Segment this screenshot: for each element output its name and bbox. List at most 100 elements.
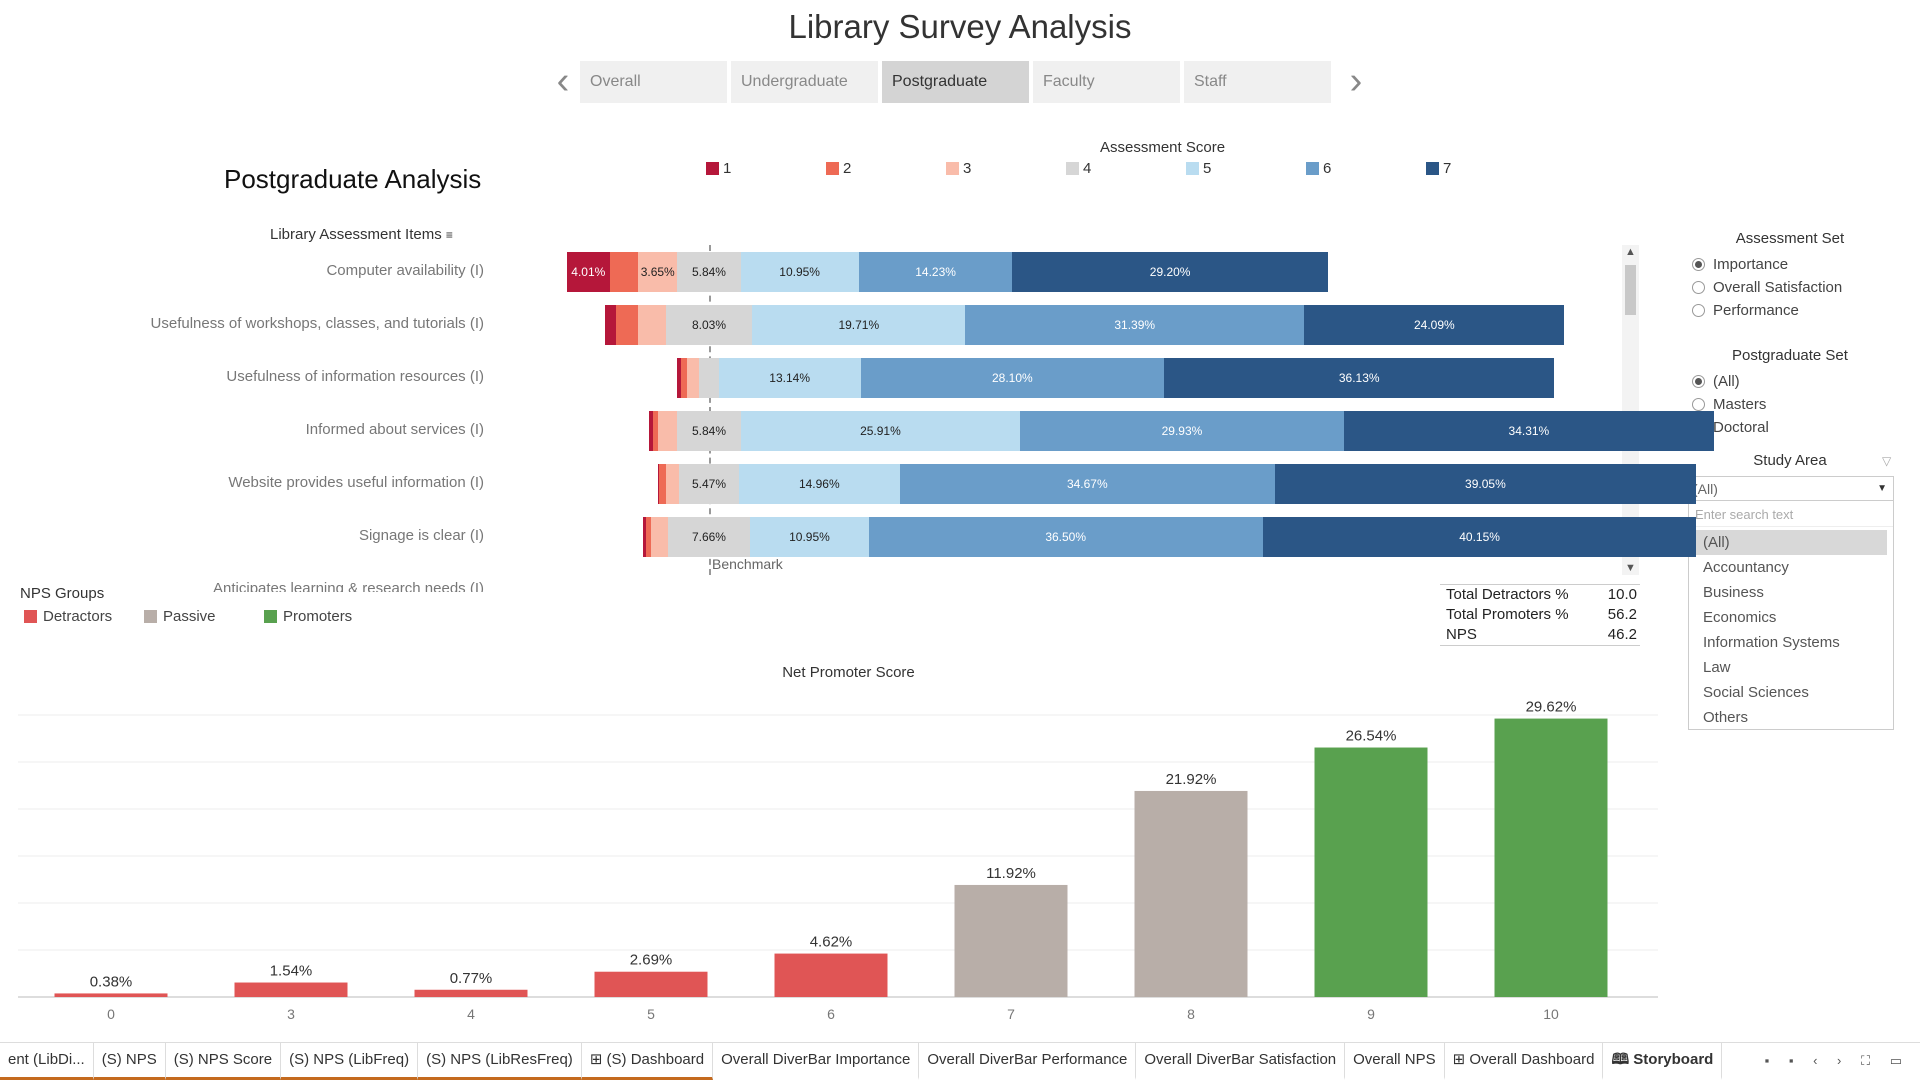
sheet-tab[interactable]: Overall DiverBar Importance: [713, 1043, 920, 1080]
study-area-option[interactable]: Accountancy: [1703, 559, 1789, 576]
bar-segment-score-3[interactable]: [637, 305, 666, 345]
bar-segment-score-2[interactable]: [615, 305, 638, 345]
tab-undergraduate[interactable]: Undergraduate: [731, 61, 878, 103]
bar-segment-score-4[interactable]: 7.66%: [667, 517, 751, 557]
bar-segment-score-4[interactable]: 5.47%: [679, 464, 739, 504]
bar-segment-score-6[interactable]: 29.93%: [1020, 411, 1344, 451]
bar-segment-score-6[interactable]: 34.67%: [900, 464, 1275, 504]
tab-postgraduate[interactable]: Postgraduate: [882, 61, 1029, 103]
bar-segment-score-5[interactable]: 10.95%: [740, 252, 859, 292]
bar-segment-score-1[interactable]: [649, 411, 653, 451]
tab-faculty[interactable]: Faculty: [1033, 61, 1180, 103]
bar-segment-score-1[interactable]: [657, 464, 659, 504]
study-area-option[interactable]: Information Systems: [1703, 634, 1840, 651]
nps-bar[interactable]: [1134, 790, 1248, 997]
sheet-tab[interactable]: 🕮 Storyboard: [1603, 1043, 1723, 1080]
totals-value: 46.2: [1607, 626, 1637, 643]
nps-bar[interactable]: [594, 971, 708, 997]
chevron-right-icon[interactable]: ›: [1349, 60, 1363, 102]
bar-segment-score-1[interactable]: [676, 358, 681, 398]
scroll-up-icon[interactable]: ▲: [1625, 246, 1636, 258]
bar-segment-score-1[interactable]: 4.01%: [566, 252, 610, 292]
nps-bar[interactable]: [954, 884, 1068, 997]
scroll-down-icon[interactable]: ▼: [1625, 562, 1636, 574]
scrollbar-thumb[interactable]: [1625, 265, 1636, 315]
bar-segment-score-7[interactable]: 40.15%: [1262, 517, 1697, 557]
sheet-tab[interactable]: ⊞ (S) Dashboard: [581, 1043, 714, 1080]
nps-bar[interactable]: [1314, 747, 1428, 997]
bar-segment-score-5[interactable]: 13.14%: [718, 358, 861, 398]
radio-button[interactable]: [1692, 258, 1705, 271]
tab-staff[interactable]: Staff: [1184, 61, 1331, 103]
bar-segment-score-3[interactable]: [658, 411, 678, 451]
chevron-left-icon[interactable]: ‹: [556, 60, 570, 102]
sheet-tab[interactable]: Overall NPS: [1345, 1043, 1445, 1080]
study-area-select[interactable]: (All) ▼: [1689, 477, 1893, 501]
bar-segment-score-1[interactable]: [642, 517, 647, 557]
bar-segment-score-2[interactable]: [658, 464, 667, 504]
bar-segment-score-7[interactable]: 39.05%: [1274, 464, 1697, 504]
bar-segment-score-7[interactable]: 24.09%: [1304, 305, 1565, 345]
radio-option[interactable]: Masters: [1692, 396, 1766, 413]
radio-button[interactable]: [1692, 304, 1705, 317]
study-area-option[interactable]: Business: [1703, 584, 1764, 601]
sheet-tab[interactable]: ent (LibDi...: [0, 1043, 94, 1080]
bar-segment-score-1[interactable]: [605, 305, 616, 345]
bar-segment-score-4[interactable]: 8.03%: [665, 305, 753, 345]
study-area-option[interactable]: Economics: [1703, 609, 1777, 626]
sheet-tab[interactable]: Overall DiverBar Satisfaction: [1136, 1043, 1346, 1080]
bar-segment-score-3[interactable]: [651, 517, 668, 557]
radio-button[interactable]: [1692, 375, 1705, 388]
bar-segment-score-4[interactable]: 5.84%: [677, 411, 741, 451]
nps-bar[interactable]: [54, 993, 168, 997]
radio-option[interactable]: Overall Satisfaction: [1692, 279, 1842, 296]
bar-segment-score-7[interactable]: 29.20%: [1012, 252, 1328, 292]
nps-bar[interactable]: [414, 989, 528, 997]
bar-segment-score-2[interactable]: [609, 252, 639, 292]
sheet-tab[interactable]: (S) NPS (LibResFreq): [418, 1043, 582, 1080]
radio-button[interactable]: [1692, 281, 1705, 294]
bar-segment-score-6[interactable]: 28.10%: [860, 358, 1165, 398]
bar-segment-score-6[interactable]: 36.50%: [868, 517, 1263, 557]
bar-segment-score-7[interactable]: 36.13%: [1164, 358, 1555, 398]
items-header-label: Library Assessment Items: [270, 226, 442, 243]
bar-segment-score-7[interactable]: 34.31%: [1343, 411, 1715, 451]
bar-segment-score-4[interactable]: 5.84%: [677, 252, 741, 292]
radio-option[interactable]: Performance: [1692, 302, 1799, 319]
tab-overall[interactable]: Overall: [580, 61, 727, 103]
bar-segment-score-6[interactable]: 31.39%: [965, 305, 1305, 345]
study-area-option[interactable]: Law: [1703, 659, 1731, 676]
bar-segment-score-5[interactable]: 14.96%: [738, 464, 901, 504]
bar-segment-score-5[interactable]: 19.71%: [752, 305, 966, 345]
bar-segment-score-6[interactable]: 14.23%: [858, 252, 1013, 292]
bar-segment-score-2[interactable]: [680, 358, 688, 398]
bar-segment-score-3[interactable]: [666, 464, 680, 504]
chevron-down-icon[interactable]: ▼: [1877, 483, 1887, 494]
nps-data-label: 2.69%: [630, 952, 673, 969]
radio-option[interactable]: (All): [1692, 373, 1740, 390]
study-area-search-input[interactable]: Enter search text: [1689, 503, 1893, 527]
sheet-tab[interactable]: (S) NPS: [93, 1043, 166, 1080]
bar-segment-score-3[interactable]: 3.65%: [638, 252, 678, 292]
nps-bar[interactable]: [1494, 718, 1608, 997]
study-area-option[interactable]: Others: [1703, 709, 1749, 726]
study-area-option[interactable]: (All): [1695, 530, 1887, 555]
study-area-option[interactable]: Social Sciences: [1703, 684, 1809, 701]
funnel-icon[interactable]: ▽: [1882, 454, 1892, 468]
bar-segment-score-2[interactable]: [646, 517, 652, 557]
bar-segment-score-5[interactable]: 10.95%: [750, 517, 869, 557]
bar-segment-score-3[interactable]: [687, 358, 700, 398]
bar-segment-score-4[interactable]: [699, 358, 719, 398]
sort-icon[interactable]: ≡: [445, 228, 453, 242]
nps-bar[interactable]: [234, 982, 348, 997]
sheet-tab[interactable]: (S) NPS (LibFreq): [281, 1043, 419, 1080]
bar-segment-score-5[interactable]: 25.91%: [740, 411, 1021, 451]
sheet-tab[interactable]: ⊞ Overall Dashboard: [1445, 1043, 1604, 1080]
sheet-tab[interactable]: (S) NPS Score: [165, 1043, 282, 1080]
sheet-tab[interactable]: Overall DiverBar Performance: [919, 1043, 1137, 1080]
radio-option[interactable]: Importance: [1692, 256, 1788, 273]
tab-controls[interactable]: ▪ ▪ ‹ › ⛶ ▭: [1764, 1053, 1910, 1068]
nps-bar[interactable]: [774, 953, 888, 997]
bar-segment-score-2[interactable]: [652, 411, 658, 451]
radio-button[interactable]: [1692, 398, 1705, 411]
